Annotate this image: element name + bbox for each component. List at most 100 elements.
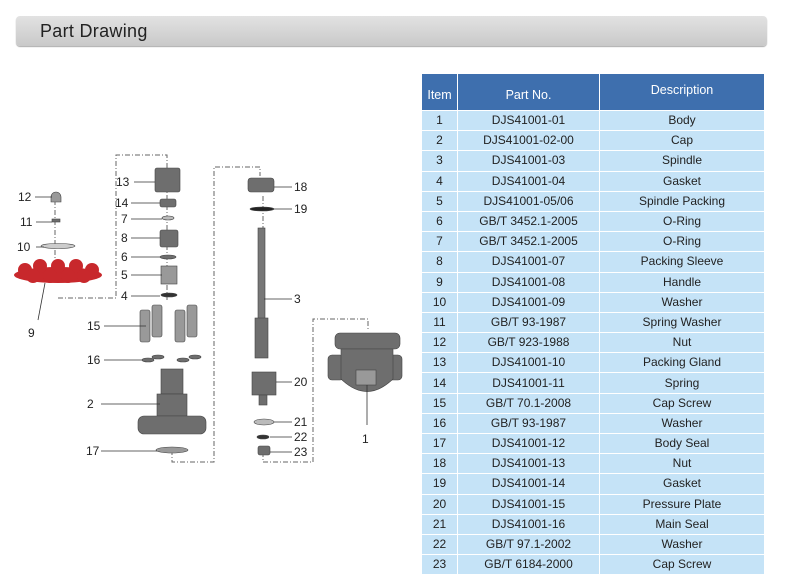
column-header-description: Description <box>600 74 764 110</box>
table-row: 19 DJS41001-14 Gasket <box>422 474 764 494</box>
part-no-cell: GB/T 93-1987 <box>458 413 599 433</box>
description-cell: Washer <box>600 413 764 433</box>
part-no-cell: DJS41001-05/06 <box>458 191 599 211</box>
item-cell: 15 <box>422 393 457 413</box>
description-cell: Gasket <box>600 171 764 191</box>
description-cell: Handle <box>600 272 764 292</box>
item-cell: 21 <box>422 514 457 534</box>
handle-9 <box>14 259 102 283</box>
description-cell: Spindle <box>600 151 764 171</box>
table-row: 4 DJS41001-04 Gasket <box>422 171 764 191</box>
callout-4: 4 <box>121 289 128 303</box>
table-row: 1 DJS41001-01 Body <box>422 111 764 131</box>
callout-9: 9 <box>28 326 35 340</box>
callout-13: 13 <box>116 175 130 189</box>
section-title: Part Drawing <box>40 21 148 41</box>
description-cell: Nut <box>600 333 764 353</box>
part-no-cell: DJS41001-15 <box>458 494 599 514</box>
table-row: 9 DJS41001-08 Handle <box>422 272 764 292</box>
part-no-cell: DJS41001-14 <box>458 474 599 494</box>
callout-2: 2 <box>87 397 94 411</box>
table-row: 11 GB/T 93-1987 Spring Washer <box>422 312 764 333</box>
description-cell: Packing Sleeve <box>600 252 764 272</box>
part-no-cell: DJS41001-12 <box>458 434 599 454</box>
part-no-cell: DJS41001-09 <box>458 292 599 312</box>
callout-11: 11 <box>20 215 33 229</box>
section-header: Part Drawing <box>16 16 767 46</box>
item-cell: 9 <box>422 272 457 292</box>
part-no-cell: GB/T 3452.1-2005 <box>458 232 599 252</box>
item-cell: 13 <box>422 353 457 373</box>
table-row: 3 DJS41001-03 Spindle <box>422 151 764 171</box>
description-cell: Body Seal <box>600 434 764 454</box>
part-no-cell: GB/T 3452.1-2005 <box>458 211 599 232</box>
item-cell: 1 <box>422 111 457 131</box>
part-no-cell: GB/T 6184-2000 <box>458 555 599 575</box>
description-cell: Pressure Plate <box>600 494 764 514</box>
table-row: 17 DJS41001-12 Body Seal <box>422 434 764 454</box>
description-cell: Cap Screw <box>600 393 764 413</box>
description-cell: Cap Screw <box>600 555 764 575</box>
description-cell: Gasket <box>600 474 764 494</box>
table-row: 5 DJS41001-05/06 Spindle Packing <box>422 191 764 211</box>
part-no-cell: DJS41001-07 <box>458 252 599 272</box>
part-shapes <box>40 167 403 456</box>
item-cell: 10 <box>422 292 457 312</box>
callout-7: 7 <box>121 212 128 226</box>
callout-10: 10 <box>17 240 31 254</box>
table-row: 12 GB/T 923-1988 Nut <box>422 333 764 353</box>
item-cell: 6 <box>422 211 457 232</box>
callout-labels: 1 2 3 4 5 6 7 8 9 10 11 12 13 14 15 16 1… <box>17 175 369 459</box>
item-cell: 20 <box>422 494 457 514</box>
callout-19: 19 <box>294 202 308 216</box>
callout-20: 20 <box>294 375 308 389</box>
description-cell: O-Ring <box>600 232 764 252</box>
item-cell: 11 <box>422 312 457 333</box>
item-cell: 18 <box>422 454 457 474</box>
description-cell: Packing Gland <box>600 353 764 373</box>
description-cell: Cap <box>600 131 764 151</box>
table-row: 15 GB/T 70.1-2008 Cap Screw <box>422 393 764 413</box>
exploded-part-drawing: 1 2 3 4 5 6 7 8 9 10 11 12 13 14 15 16 1… <box>14 154 403 463</box>
table-row: 23 GB/T 6184-2000 Cap Screw <box>422 555 764 575</box>
table-row: 7 GB/T 3452.1-2005 O-Ring <box>422 232 764 252</box>
leader-lines <box>35 181 368 453</box>
part-no-cell: DJS41001-16 <box>458 514 599 534</box>
part-no-cell: GB/T 70.1-2008 <box>458 393 599 413</box>
item-cell: 5 <box>422 191 457 211</box>
description-cell: Spring Washer <box>600 312 764 333</box>
description-cell: Spindle Packing <box>600 191 764 211</box>
callout-5: 5 <box>121 268 128 282</box>
table-row: 21 DJS41001-16 Main Seal <box>422 514 764 534</box>
column-header-item: Item <box>422 74 457 110</box>
callout-8: 8 <box>121 231 128 245</box>
table-row: 16 GB/T 93-1987 Washer <box>422 413 764 433</box>
callout-3: 3 <box>294 292 301 306</box>
table-row: 14 DJS41001-11 Spring <box>422 373 764 393</box>
callout-18: 18 <box>294 180 308 194</box>
part-no-cell: DJS41001-13 <box>458 454 599 474</box>
assembly-guide-lines <box>54 154 369 463</box>
table-row: 6 GB/T 3452.1-2005 O-Ring <box>422 211 764 232</box>
part-no-cell: GB/T 93-1987 <box>458 312 599 333</box>
description-cell: Spring <box>600 373 764 393</box>
callout-15: 15 <box>87 319 101 333</box>
callout-22: 22 <box>294 430 308 444</box>
part-no-cell: DJS41001-08 <box>458 272 599 292</box>
description-cell: O-Ring <box>600 211 764 232</box>
description-cell: Washer <box>600 534 764 555</box>
callout-6: 6 <box>121 250 128 264</box>
item-cell: 3 <box>422 151 457 171</box>
item-cell: 4 <box>422 171 457 191</box>
callout-23: 23 <box>294 445 308 459</box>
item-cell: 8 <box>422 252 457 272</box>
description-cell: Main Seal <box>600 514 764 534</box>
part-no-cell: DJS41001-01 <box>458 111 599 131</box>
part-no-cell: GB/T 97.1-2002 <box>458 534 599 555</box>
parts-table: Item Part No. Description 1 DJS41001-01 Bo… <box>421 73 765 575</box>
table-row: 18 DJS41001-13 Nut <box>422 454 764 474</box>
item-cell: 12 <box>422 333 457 353</box>
column-header-part-no: Part No. <box>458 74 599 110</box>
table-row: 10 DJS41001-09 Washer <box>422 292 764 312</box>
description-cell: Body <box>600 111 764 131</box>
